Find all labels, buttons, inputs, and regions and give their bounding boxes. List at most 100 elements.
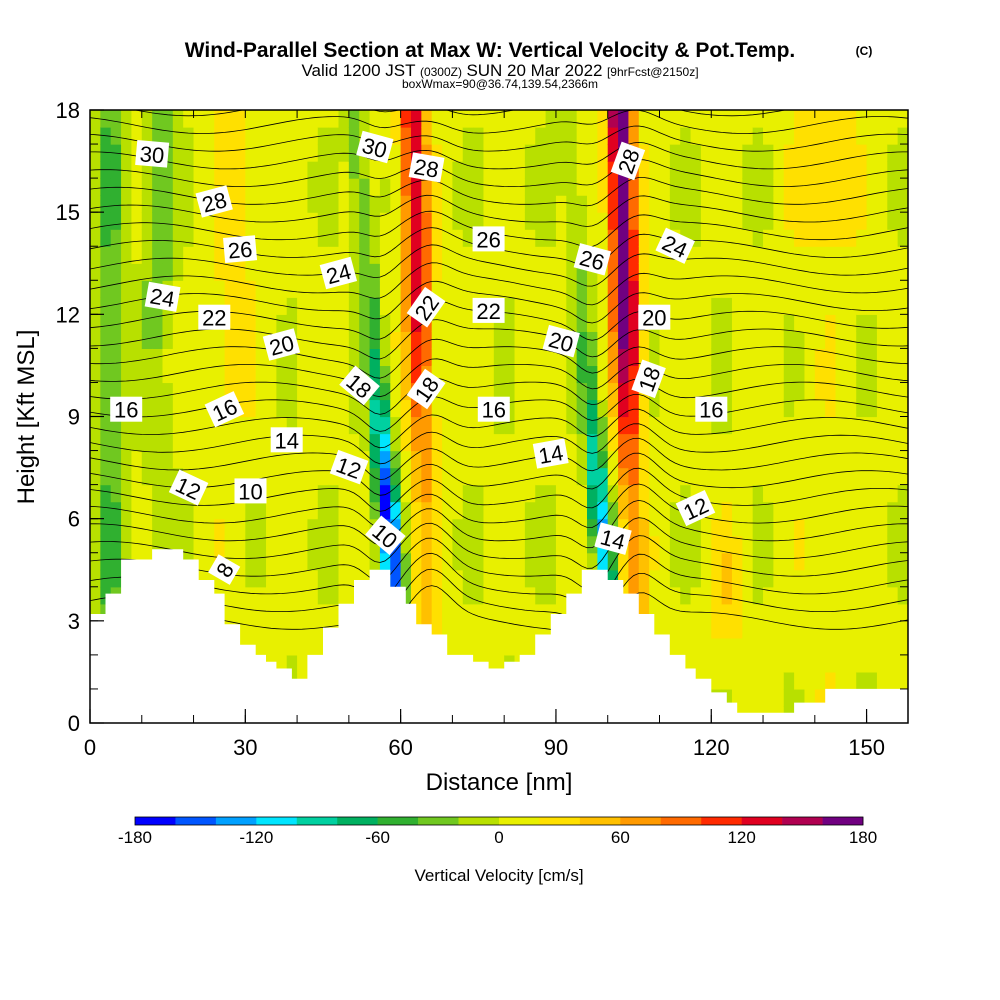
heat-cell — [183, 195, 195, 213]
heat-cell — [276, 518, 288, 537]
heat-cell — [100, 110, 112, 128]
heat-cell — [607, 467, 619, 486]
heat-cell — [255, 144, 267, 162]
heat-cell — [266, 382, 277, 401]
heat-cell — [276, 144, 288, 162]
heat-cell — [690, 246, 702, 264]
heat-cell — [752, 161, 764, 179]
heat-cell — [835, 467, 847, 486]
heat-cell — [286, 501, 298, 520]
heat-cell — [493, 144, 505, 162]
heat-cell — [431, 144, 443, 162]
heat-cell — [618, 484, 630, 503]
terrain — [90, 549, 908, 723]
heat-cell — [555, 263, 567, 281]
heat-cell — [680, 399, 692, 418]
heat-cell — [835, 348, 847, 367]
heat-cell — [338, 195, 350, 213]
heat-cell — [669, 501, 681, 520]
heat-cell — [545, 535, 557, 554]
heat-cell — [566, 127, 578, 145]
heat-cell — [752, 467, 764, 486]
heat-cell — [410, 314, 422, 332]
heat-cell — [680, 263, 692, 281]
heat-cell — [193, 467, 205, 486]
colorbar-swatch — [620, 817, 662, 825]
heat-cell — [566, 416, 578, 435]
heat-cell — [442, 399, 453, 418]
heat-cell — [193, 178, 205, 196]
heat-cell — [224, 263, 236, 281]
heat-cell — [669, 399, 681, 418]
heat-cell — [773, 263, 785, 281]
heat-cell — [887, 450, 899, 469]
heat-cell — [618, 127, 630, 145]
heat-cell — [90, 382, 101, 401]
heat-cell — [328, 110, 340, 128]
heat-cell — [524, 620, 536, 639]
heat-cell — [576, 297, 588, 315]
heat-cell — [897, 569, 908, 588]
heat-cell — [452, 178, 464, 196]
heat-cell — [700, 382, 712, 401]
heat-cell — [317, 433, 329, 452]
heat-cell — [338, 535, 350, 554]
heat-cell — [649, 518, 661, 537]
contour-label-text: 28 — [412, 154, 440, 183]
heat-cell — [514, 263, 526, 281]
heat-cell — [866, 280, 878, 298]
heat-cell — [276, 603, 288, 622]
heat-cell — [162, 263, 174, 281]
heat-cell — [804, 127, 816, 145]
heat-cell — [473, 467, 485, 486]
heat-cell — [452, 535, 464, 554]
heat-cell — [897, 620, 908, 639]
heat-cell — [783, 484, 795, 503]
heat-cell — [297, 212, 309, 230]
heat-cell — [317, 552, 329, 571]
heat-cell — [649, 416, 661, 435]
heat-cell — [649, 484, 661, 503]
heat-cell — [566, 450, 578, 469]
heat-cell — [452, 484, 464, 503]
heat-cell — [856, 246, 868, 264]
heat-cell — [266, 552, 277, 571]
heat-cell — [110, 552, 122, 571]
heat-cell — [607, 416, 619, 435]
heat-cell — [493, 518, 505, 537]
heat-cell — [442, 416, 453, 435]
heat-cell — [628, 110, 640, 128]
heat-cell — [462, 416, 474, 435]
heat-cell — [783, 586, 795, 605]
heat-cell — [462, 365, 474, 384]
heat-cell — [255, 110, 267, 128]
heat-cell — [338, 382, 350, 401]
heat-cell — [90, 484, 101, 503]
heat-cell — [845, 178, 857, 196]
y-axis-label: Height [Kft MSL] — [13, 330, 40, 505]
heat-cell — [473, 518, 485, 537]
heat-cell — [794, 603, 806, 622]
heat-cell — [504, 467, 516, 486]
heat-cell — [804, 212, 816, 230]
heat-cell — [131, 110, 143, 128]
heat-cell — [794, 212, 806, 230]
heat-cell — [856, 552, 868, 571]
heat-cell — [845, 399, 857, 418]
heat-cell — [742, 297, 754, 315]
heat-cell — [348, 535, 360, 554]
heat-cell — [297, 144, 309, 162]
heat-cell — [731, 467, 743, 486]
heat-cell — [307, 518, 319, 537]
heat-cell — [638, 586, 650, 605]
heat-cell — [711, 297, 723, 315]
heat-cell — [835, 416, 847, 435]
heat-cell — [825, 416, 837, 435]
heat-cell — [711, 263, 723, 281]
heat-cell — [400, 110, 412, 128]
heat-cell — [700, 331, 712, 349]
heat-cell — [390, 450, 402, 469]
heat-cell — [856, 416, 868, 435]
heat-cell — [317, 399, 329, 418]
heat-cell — [752, 399, 764, 418]
